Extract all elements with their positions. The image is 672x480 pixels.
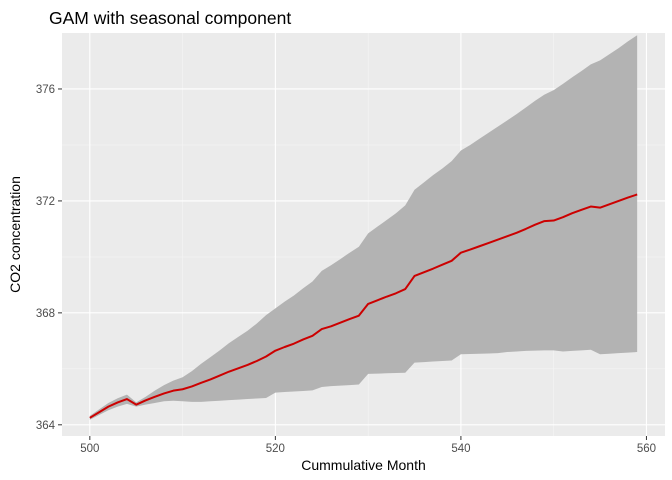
fitted-line — [89, 193, 638, 419]
x-tick-label: 500 — [80, 443, 99, 455]
x-axis-ticks: 500 520 540 560 — [80, 436, 656, 455]
y-tick-label: 376 — [36, 84, 55, 96]
y-tick-label: 368 — [36, 308, 55, 320]
y-tick-label: 372 — [36, 196, 55, 208]
x-tick-label: 560 — [637, 443, 656, 455]
confidence-ribbon — [89, 35, 638, 420]
x-tick-label: 540 — [451, 443, 470, 455]
x-tick-label: 520 — [266, 443, 285, 455]
y-axis-title: CO2 concentration — [7, 176, 23, 293]
x-axis-title: Cummulative Month — [301, 457, 426, 473]
chart-title: GAM with seasonal component — [49, 8, 291, 28]
y-axis-ticks: 364 368 372 376 — [36, 84, 62, 432]
y-tick-label: 364 — [36, 420, 56, 432]
